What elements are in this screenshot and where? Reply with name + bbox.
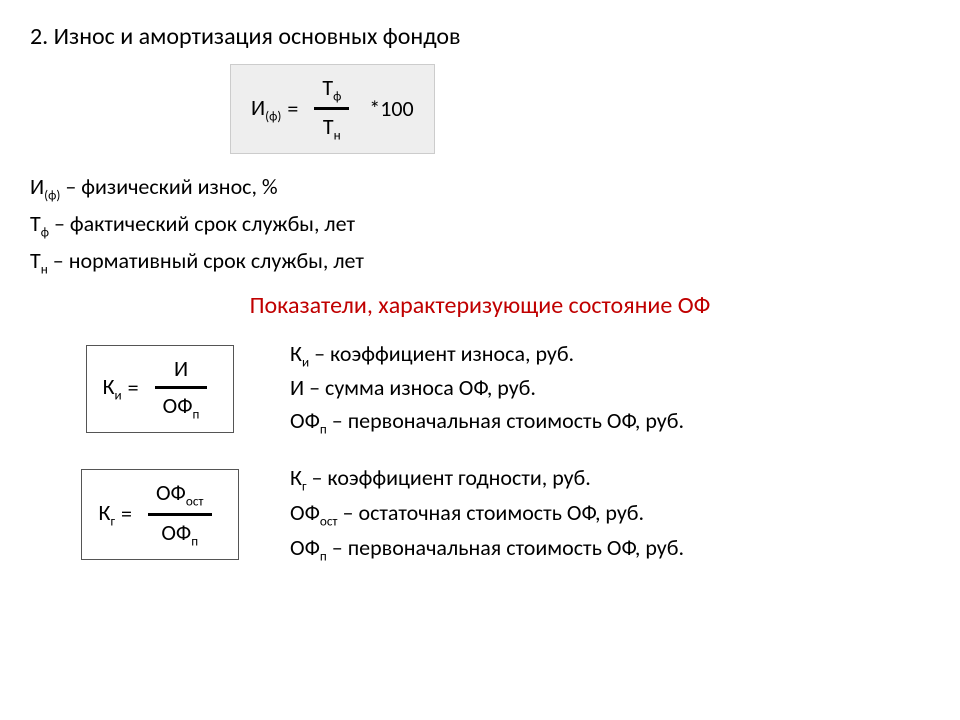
definitions-1: И(ф) – физический износ, % Тф – фактичес… bbox=[30, 172, 930, 279]
formula-physical-wear: И(ф) = Тф Тн *100 bbox=[230, 64, 435, 155]
formula-fitness-coef: Кг = ОФост ОФп bbox=[81, 469, 238, 560]
f1-fraction: Тф Тн bbox=[314, 73, 349, 146]
f1-lhs: И(ф) bbox=[251, 93, 281, 126]
page-title: 2. Износ и амортизация основных фондов bbox=[30, 20, 930, 54]
equals-sign: = bbox=[287, 94, 298, 125]
definitions-2: Ки – коэффициент износа, руб. И – сумма … bbox=[290, 337, 930, 442]
f1-mult: *100 bbox=[369, 94, 413, 125]
formula-wear-coef: Ки = И ОФп bbox=[86, 345, 235, 434]
subheading: Показатели, характеризующие состояние ОФ bbox=[30, 289, 930, 323]
definitions-3: Кг – коэффициент годности, руб. ОФост – … bbox=[290, 461, 930, 568]
